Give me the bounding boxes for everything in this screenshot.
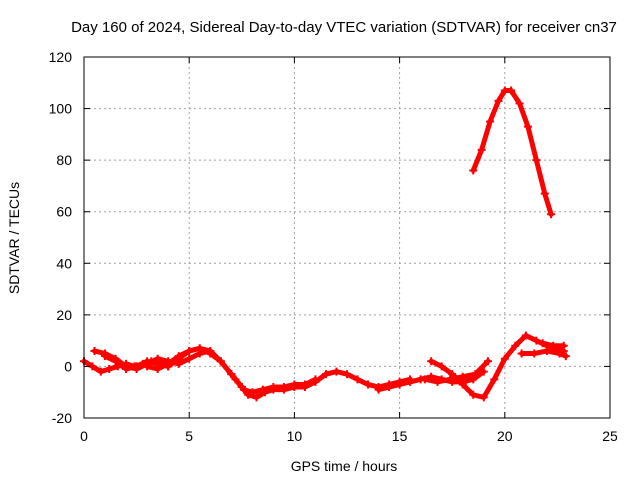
- data-point: [248, 388, 257, 397]
- data-point: [164, 359, 173, 368]
- data-point: [132, 362, 141, 371]
- data-point: [395, 380, 404, 389]
- data-point: [279, 383, 288, 392]
- data-point: [216, 357, 225, 366]
- data-point: [469, 390, 478, 399]
- data-point: [343, 370, 351, 379]
- ticks: 0 5 10 15 20 25 -20 0 20 40 60 80 100 120: [49, 49, 618, 444]
- x-tick-label: 15: [392, 428, 408, 444]
- chart-title: Day 160 of 2024, Sidereal Day-to-day VTE…: [71, 19, 617, 36]
- data-point: [547, 210, 556, 219]
- data-point: [420, 375, 429, 384]
- data-point: [406, 377, 415, 386]
- data-point: [227, 370, 236, 379]
- data-point: [538, 339, 547, 348]
- data-point: [290, 380, 299, 389]
- series-group: [80, 86, 570, 402]
- data-point: [479, 393, 488, 402]
- data-point: [90, 346, 99, 355]
- data-point: [300, 380, 309, 389]
- data-point: [540, 189, 549, 198]
- data-point: [332, 367, 341, 376]
- data-point: [458, 380, 467, 389]
- y-tick-label: 40: [56, 255, 72, 271]
- data-point: [231, 375, 240, 384]
- data-point: [561, 352, 570, 361]
- data-point: [252, 393, 261, 402]
- data-point: [446, 375, 455, 384]
- data-point: [494, 96, 503, 105]
- data-point: [321, 370, 330, 379]
- data-point: [433, 377, 442, 386]
- data-point: [483, 357, 492, 366]
- data-point: [258, 385, 267, 394]
- data-point: [437, 362, 446, 371]
- data-point: [174, 352, 183, 361]
- data-point: [185, 346, 194, 355]
- data-point: [515, 99, 524, 108]
- data-point: [239, 385, 248, 394]
- data-point: [269, 383, 278, 392]
- x-tick-label: 10: [287, 428, 303, 444]
- x-tick-label: 5: [185, 428, 193, 444]
- y-tick-label: 60: [56, 204, 72, 220]
- x-axis-label: GPS time / hours: [291, 458, 398, 474]
- data-point: [427, 357, 436, 366]
- data-point: [374, 385, 383, 394]
- data-point: [523, 122, 532, 131]
- y-tick-label: 100: [49, 101, 73, 117]
- data-point: [559, 341, 568, 350]
- data-point: [311, 375, 320, 384]
- data-point: [101, 352, 110, 361]
- data-point: [185, 354, 194, 363]
- data-point: [364, 380, 373, 389]
- data-point: [469, 166, 478, 175]
- y-tick-label: -20: [52, 410, 72, 426]
- x-tick-label: 20: [497, 428, 513, 444]
- data-point: [143, 362, 152, 371]
- data-point: [385, 383, 394, 392]
- data-point: [517, 349, 526, 358]
- data-point: [542, 346, 551, 355]
- data-point: [111, 357, 120, 366]
- x-tick-label: 25: [602, 428, 618, 444]
- y-tick-label: 120: [49, 49, 73, 65]
- y-axis-label: SDTVAR / TECUs: [6, 182, 22, 294]
- data-point: [477, 145, 486, 154]
- y-tick-label: 80: [56, 152, 72, 168]
- data-point: [486, 117, 495, 126]
- data-point: [532, 156, 541, 165]
- data-point: [206, 346, 215, 355]
- data-point: [353, 375, 362, 384]
- data-point: [105, 365, 114, 374]
- data-point: [500, 354, 509, 363]
- data-point: [471, 370, 480, 379]
- data-point: [530, 349, 539, 358]
- data-point: [555, 349, 564, 358]
- data-point: [96, 367, 105, 376]
- data-point: [511, 341, 520, 350]
- data-point: [153, 365, 162, 374]
- data-point: [458, 372, 467, 381]
- data-point: [195, 344, 204, 353]
- data-point: [122, 365, 131, 374]
- y-tick-label: 20: [56, 307, 72, 323]
- data-point: [490, 375, 499, 384]
- y-tick-label: 0: [64, 358, 72, 374]
- x-tick-label: 0: [80, 428, 88, 444]
- plot-frame: [83, 56, 611, 419]
- data-point: [532, 336, 541, 345]
- data-point: [507, 86, 516, 95]
- data-point: [521, 331, 530, 340]
- data-point: [549, 341, 558, 350]
